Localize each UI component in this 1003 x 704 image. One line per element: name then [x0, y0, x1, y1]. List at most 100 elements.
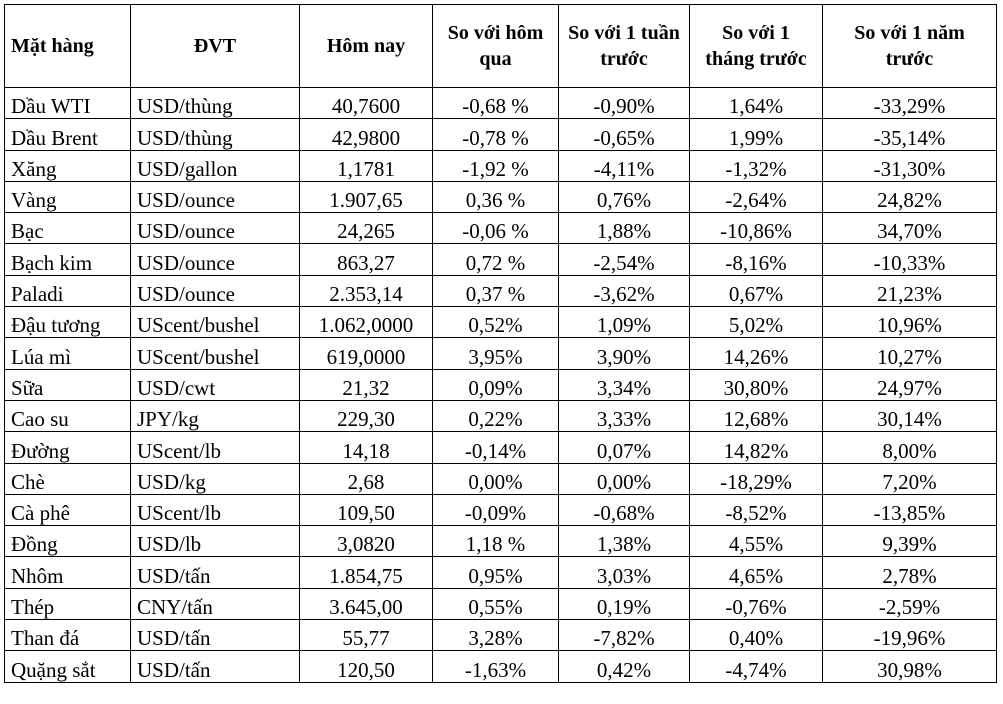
cell-unit: USD/ounce — [130, 274, 300, 308]
cell-today: 3,0820 — [299, 525, 433, 558]
cell-today: 1,1781 — [299, 149, 433, 182]
table-row: Chè USD/kg 2,68 0,00% 0,00% -18,29% 7,20% — [4, 462, 997, 495]
table-row: Paladi USD/ounce 2.353,14 0,37 % -3,62% 0,67%… — [4, 274, 997, 308]
cell-vs-yesterday: 0,52% — [432, 306, 559, 339]
cell-vs-month: 5,02% — [689, 306, 823, 339]
table-row: Quặng sắt USD/tấn 120,50 -1,63% 0,42% -4,74% 3… — [4, 650, 997, 683]
cell-commodity: Nhôm — [4, 556, 131, 589]
cell-commodity: Bạch kim — [4, 243, 131, 276]
cell-today: 2.353,14 — [299, 274, 433, 308]
header-vs-month: So với 1 tháng trước — [689, 4, 823, 88]
cell-vs-month: -2,64% — [689, 180, 823, 214]
cell-unit: USD/ounce — [130, 212, 300, 245]
cell-vs-month: -0,76% — [689, 587, 823, 621]
cell-commodity: Vàng — [4, 180, 131, 214]
table-row: Than đá USD/tấn 55,77 3,28% -7,82% 0,40% -19,9… — [4, 619, 997, 652]
cell-vs-year: 30,98% — [822, 650, 997, 683]
table-row: Đường UScent/lb 14,18 -0,14% 0,07% 14,82% 8,00… — [4, 431, 997, 464]
cell-commodity: Quặng sắt — [4, 650, 131, 683]
cell-today: 24,265 — [299, 212, 433, 245]
cell-vs-yesterday: 3,28% — [432, 619, 559, 652]
cell-vs-week: -3,62% — [558, 274, 690, 308]
cell-unit: USD/ounce — [130, 243, 300, 276]
cell-commodity: Đường — [4, 431, 131, 464]
cell-vs-year: 10,27% — [822, 337, 997, 370]
cell-unit: JPY/kg — [130, 399, 300, 433]
cell-commodity: Than đá — [4, 619, 131, 652]
cell-vs-week: 1,38% — [558, 525, 690, 558]
cell-today: 109,50 — [299, 493, 433, 527]
cell-today: 1.854,75 — [299, 556, 433, 589]
cell-commodity: Paladi — [4, 274, 131, 308]
cell-vs-yesterday: 0,37 % — [432, 274, 559, 308]
cell-vs-yesterday: -1,63% — [432, 650, 559, 683]
cell-vs-year: 21,23% — [822, 274, 997, 308]
table-row: Đậu tương UScent/bushel 1.062,0000 0,52% 1,0… — [4, 306, 997, 339]
cell-vs-yesterday: 3,95% — [432, 337, 559, 370]
cell-vs-yesterday: 0,95% — [432, 556, 559, 589]
cell-unit: USD/tấn — [130, 650, 300, 683]
table-body: Dầu WTI USD/thùng 40,7600 -0,68 % -0,90% 1,64… — [4, 86, 997, 683]
cell-vs-month: 14,26% — [689, 337, 823, 370]
cell-vs-week: 1,88% — [558, 212, 690, 245]
cell-vs-month: 0,40% — [689, 619, 823, 652]
cell-today: 42,9800 — [299, 118, 433, 151]
cell-vs-month: 0,67% — [689, 274, 823, 308]
table-row: Đồng USD/lb 3,0820 1,18 % 1,38% 4,55% 9,39% — [4, 525, 997, 558]
cell-vs-month: 4,55% — [689, 525, 823, 558]
cell-commodity: Bạc — [4, 212, 131, 245]
cell-vs-month: -1,32% — [689, 149, 823, 182]
cell-unit: CNY/tấn — [130, 587, 300, 621]
cell-vs-month: 14,82% — [689, 431, 823, 464]
cell-today: 55,77 — [299, 619, 433, 652]
cell-vs-yesterday: -0,09% — [432, 493, 559, 527]
cell-vs-year: -31,30% — [822, 149, 997, 182]
cell-today: 14,18 — [299, 431, 433, 464]
cell-today: 229,30 — [299, 399, 433, 433]
cell-vs-yesterday: 0,22% — [432, 399, 559, 433]
cell-unit: UScent/lb — [130, 493, 300, 527]
cell-vs-yesterday: 0,09% — [432, 368, 559, 401]
header-commodity: Mặt hàng — [4, 4, 131, 88]
cell-vs-year: -2,59% — [822, 587, 997, 621]
cell-unit: USD/ounce — [130, 180, 300, 214]
header-today: Hôm nay — [299, 4, 433, 88]
cell-vs-month: -18,29% — [689, 462, 823, 495]
cell-unit: USD/tấn — [130, 619, 300, 652]
cell-vs-week: -0,65% — [558, 118, 690, 151]
cell-commodity: Dầu Brent — [4, 118, 131, 151]
table-row: Cà phê UScent/lb 109,50 -0,09% -0,68% -8,52% -… — [4, 493, 997, 527]
cell-commodity: Cao su — [4, 399, 131, 433]
table-row: Sữa USD/cwt 21,32 0,09% 3,34% 30,80% 24,97% — [4, 368, 997, 401]
cell-vs-week: -4,11% — [558, 149, 690, 182]
cell-vs-year: -10,33% — [822, 243, 997, 276]
cell-vs-year: 24,97% — [822, 368, 997, 401]
cell-vs-year: -13,85% — [822, 493, 997, 527]
table-row: Thép CNY/tấn 3.645,00 0,55% 0,19% -0,76% -2,59… — [4, 587, 997, 621]
cell-today: 2,68 — [299, 462, 433, 495]
cell-commodity: Thép — [4, 587, 131, 621]
table-row: Xăng USD/gallon 1,1781 -1,92 % -4,11% -1,32% -… — [4, 149, 997, 182]
cell-vs-month: 1,64% — [689, 86, 823, 120]
cell-vs-week: 3,03% — [558, 556, 690, 589]
cell-vs-year: -35,14% — [822, 118, 997, 151]
cell-vs-yesterday: -0,06 % — [432, 212, 559, 245]
cell-vs-yesterday: 0,00% — [432, 462, 559, 495]
cell-unit: USD/thùng — [130, 86, 300, 120]
table-row: Lúa mì UScent/bushel 619,0000 3,95% 3,90% 14,… — [4, 337, 997, 370]
cell-commodity: Cà phê — [4, 493, 131, 527]
cell-vs-week: -2,54% — [558, 243, 690, 276]
header-vs-week: So với 1 tuần trước — [558, 4, 690, 88]
cell-vs-yesterday: -1,92 % — [432, 149, 559, 182]
cell-unit: USD/kg — [130, 462, 300, 495]
cell-vs-yesterday: -0,68 % — [432, 86, 559, 120]
cell-today: 619,0000 — [299, 337, 433, 370]
cell-vs-year: 10,96% — [822, 306, 997, 339]
cell-vs-week: -0,68% — [558, 493, 690, 527]
cell-today: 863,27 — [299, 243, 433, 276]
cell-today: 40,7600 — [299, 86, 433, 120]
cell-vs-year: 8,00% — [822, 431, 997, 464]
table-row: Dầu WTI USD/thùng 40,7600 -0,68 % -0,90% 1,64… — [4, 86, 997, 120]
cell-vs-year: 34,70% — [822, 212, 997, 245]
cell-today: 1.062,0000 — [299, 306, 433, 339]
